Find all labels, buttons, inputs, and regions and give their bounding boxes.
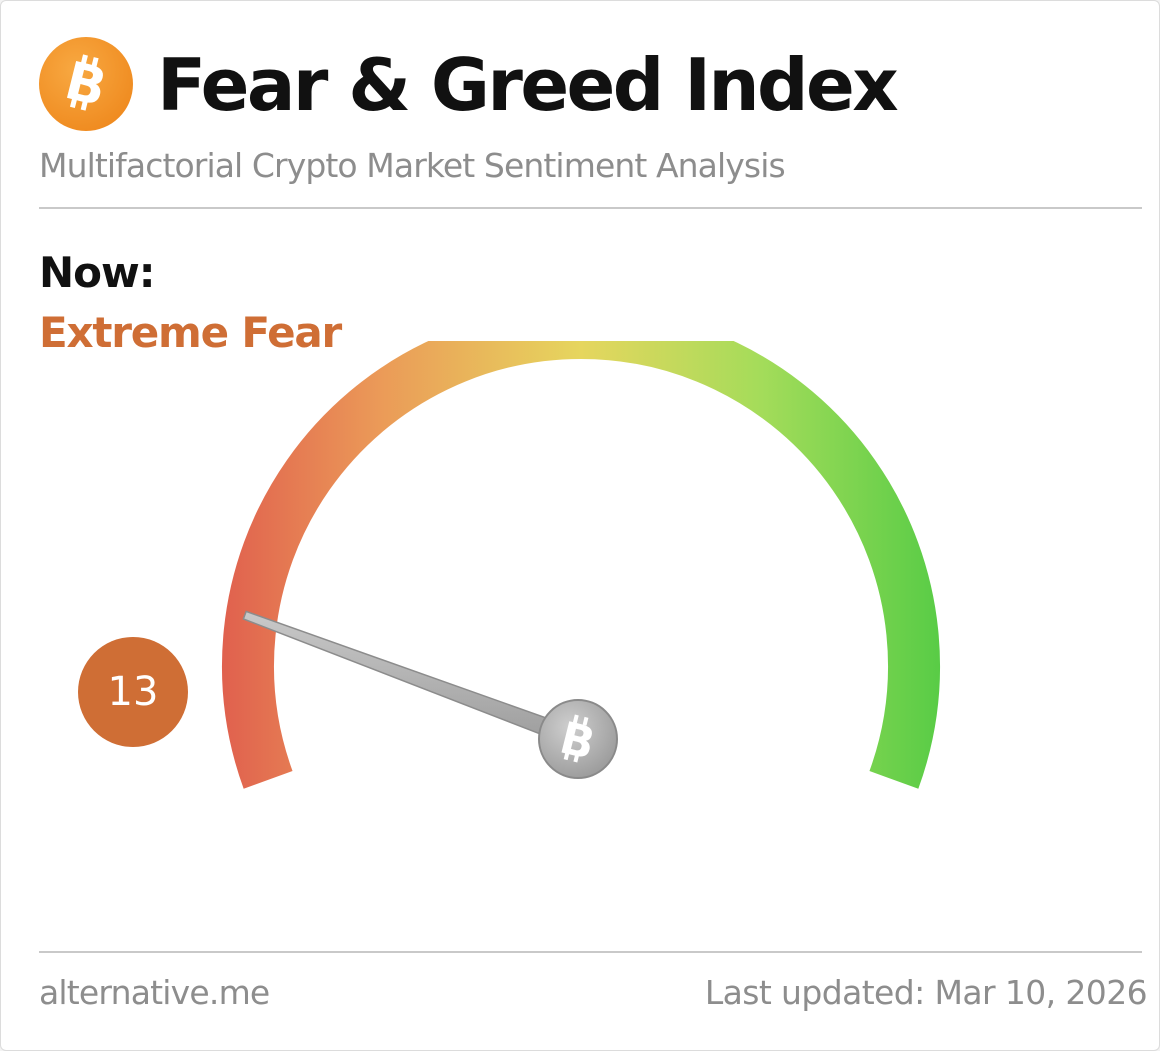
sentiment-gauge: B xyxy=(222,341,940,789)
source-label: alternative.me xyxy=(39,973,270,1012)
now-label: Now: xyxy=(39,248,156,297)
footer-divider xyxy=(39,951,1142,953)
page-subtitle: Multifactorial Crypto Market Sentiment A… xyxy=(39,146,786,185)
header-divider xyxy=(39,207,1142,209)
last-updated: Last updated: Mar 10, 2026 xyxy=(704,973,1148,1012)
page-title: Fear & Greed Index xyxy=(157,43,899,127)
sentiment-classification: Extreme Fear xyxy=(39,308,342,357)
gauge-needle xyxy=(242,610,578,747)
gauge-arc xyxy=(222,341,940,789)
bitcoin-icon: B xyxy=(39,37,133,131)
bitcoin-icon: B xyxy=(538,699,618,779)
index-value-badge: 13 xyxy=(78,637,188,747)
